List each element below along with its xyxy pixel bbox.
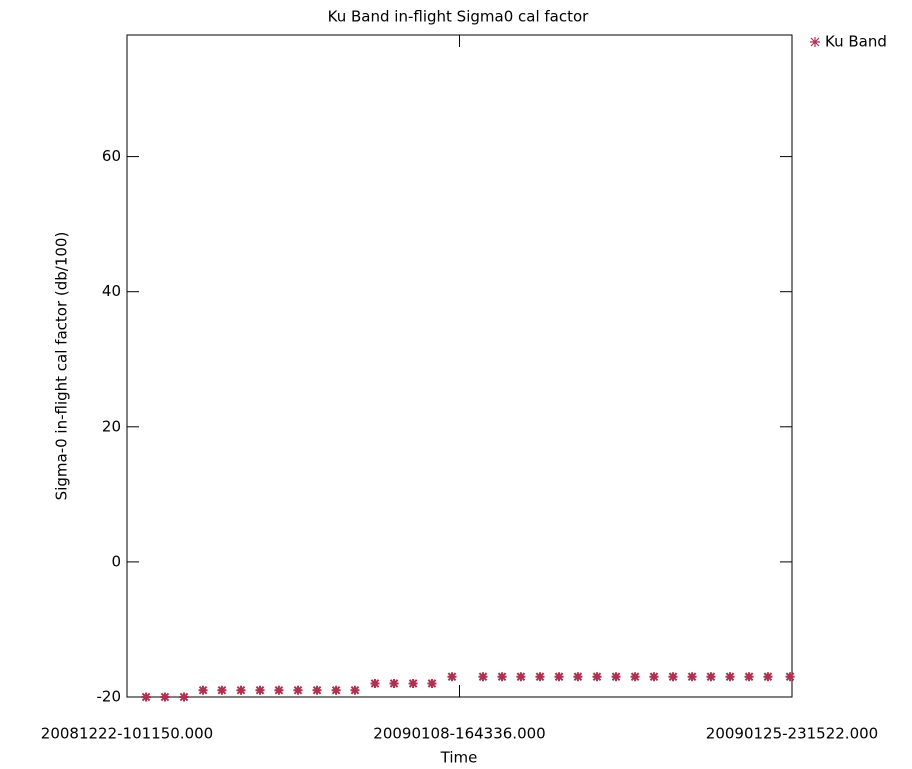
plot-frame: [126, 34, 793, 698]
point: [160, 692, 170, 702]
point: [706, 672, 716, 682]
point: [217, 685, 227, 695]
x-axis-label: Time: [440, 749, 478, 767]
x-tick-label: 20090108-164336.000: [373, 725, 545, 743]
point: [141, 692, 151, 702]
point: [274, 685, 284, 695]
point: [236, 685, 246, 695]
point: [408, 678, 418, 688]
point: [198, 685, 208, 695]
legend-label: Ku Band: [825, 33, 887, 51]
point: [611, 672, 621, 682]
point: [255, 685, 265, 695]
legend-marker: [810, 37, 820, 47]
point: [331, 685, 341, 695]
x-tick-label: 20081222-101150.000: [41, 725, 213, 743]
point: [389, 678, 399, 688]
point: [554, 672, 564, 682]
point: [785, 672, 795, 682]
point: [744, 672, 754, 682]
point: [649, 672, 659, 682]
point: [535, 672, 545, 682]
y-tick-label: 20: [102, 417, 121, 435]
point: [763, 672, 773, 682]
y-tick-label: 0: [111, 552, 121, 570]
point: [370, 678, 380, 688]
point: [497, 672, 507, 682]
point: [179, 692, 189, 702]
point: [516, 672, 526, 682]
point: [427, 678, 437, 688]
y-tick-label: 40: [102, 282, 121, 300]
point: [687, 672, 697, 682]
point: [725, 672, 735, 682]
y-axis-label: Sigma-0 in-flight cal factor (db/100): [53, 232, 71, 501]
point: [592, 672, 602, 682]
point: [293, 685, 303, 695]
chart-title: Ku Band in-flight Sigma0 cal factor: [328, 8, 590, 26]
point: [447, 672, 457, 682]
point: [630, 672, 640, 682]
point: [312, 685, 322, 695]
y-tick-label: 60: [102, 147, 121, 165]
y-tick-label: -20: [97, 688, 122, 706]
point: [478, 672, 488, 682]
point: [668, 672, 678, 682]
point: [350, 685, 360, 695]
x-tick-label: 20090125-231522.000: [706, 725, 878, 743]
point: [573, 672, 583, 682]
